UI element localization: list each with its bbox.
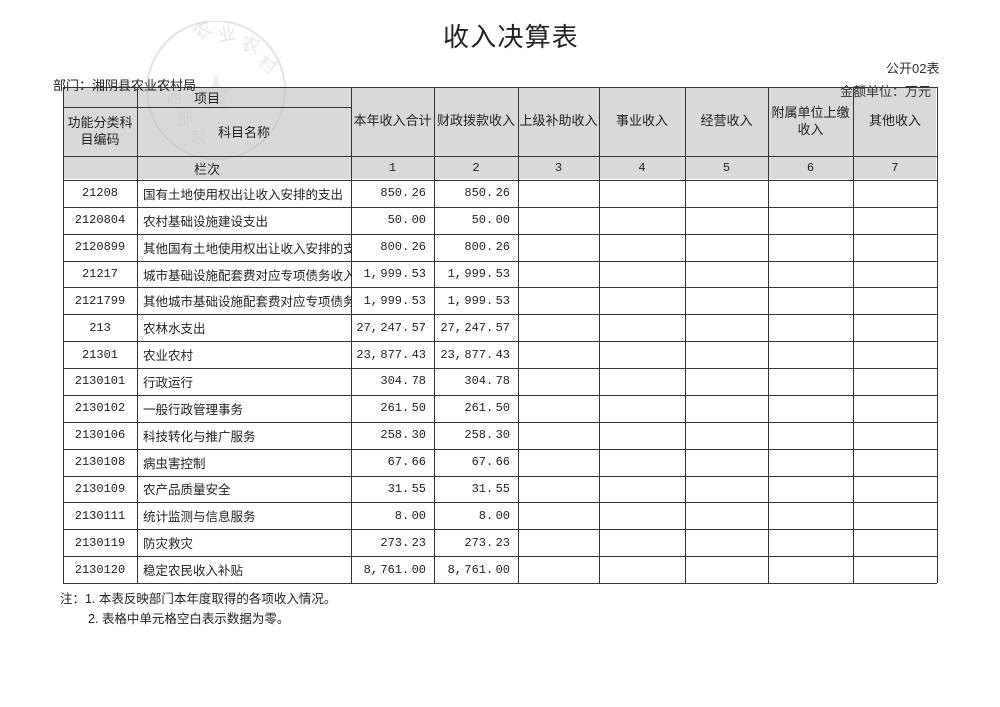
svg-text:农: 农 (239, 33, 262, 57)
svg-text:村: 村 (254, 51, 280, 78)
svg-text:农: 农 (190, 21, 216, 44)
svg-text:业: 业 (217, 23, 238, 46)
